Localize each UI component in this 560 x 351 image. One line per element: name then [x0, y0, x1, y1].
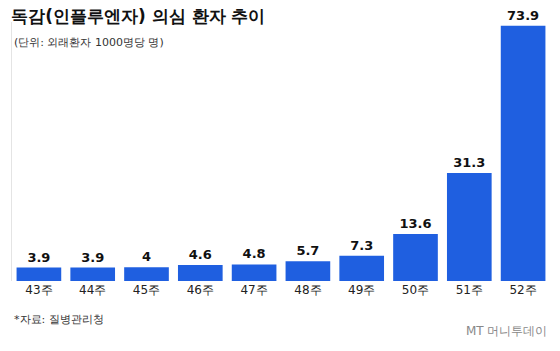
svg-text:4.8: 4.8 — [243, 246, 266, 261]
svg-text:(단위: 외래환자 1000명당 명): (단위: 외래환자 1000명당 명) — [14, 36, 164, 49]
svg-text:*자료: 질병관리청: *자료: 질병관리청 — [14, 313, 104, 326]
svg-text:4: 4 — [142, 249, 151, 264]
svg-text:31.3: 31.3 — [453, 155, 485, 170]
svg-text:50주: 50주 — [402, 283, 429, 297]
svg-text:51주: 51주 — [456, 283, 483, 297]
svg-text:7.3: 7.3 — [350, 238, 373, 253]
svg-text:44주: 44주 — [79, 283, 106, 297]
svg-text:49주: 49주 — [348, 283, 375, 297]
svg-text:47주: 47주 — [240, 283, 267, 297]
svg-text:3.9: 3.9 — [27, 250, 50, 265]
svg-text:MT 머니투데이: MT 머니투데이 — [466, 324, 548, 338]
svg-text:46주: 46주 — [187, 283, 214, 297]
svg-text:3.9: 3.9 — [81, 250, 104, 265]
svg-text:독감(인플루엔자) 의심 환자 추이: 독감(인플루엔자) 의심 환자 추이 — [11, 6, 265, 26]
svg-text:73.9: 73.9 — [507, 8, 539, 23]
svg-text:52주: 52주 — [509, 283, 536, 297]
svg-text:45주: 45주 — [133, 283, 160, 297]
svg-text:43주: 43주 — [25, 283, 52, 297]
svg-text:4.6: 4.6 — [189, 247, 212, 262]
svg-text:48주: 48주 — [294, 283, 321, 297]
svg-text:5.7: 5.7 — [296, 243, 319, 258]
svg-text:13.6: 13.6 — [399, 216, 431, 231]
